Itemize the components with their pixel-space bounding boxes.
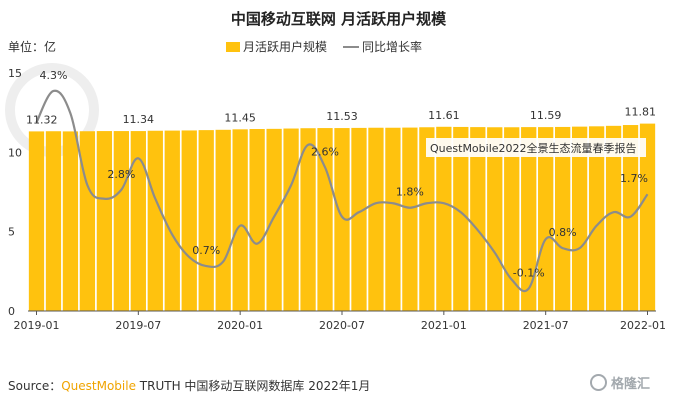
bar-value-label: 11.61 [428, 109, 460, 122]
chart-title: 中国移动互联网 月活跃用户规模 [230, 10, 447, 28]
source-brand: QuestMobile [61, 379, 136, 393]
bar [62, 131, 79, 311]
bar [181, 130, 197, 311]
unit-label: 单位：亿 [8, 40, 57, 54]
bar [28, 131, 45, 311]
y-tick-label: 15 [8, 67, 22, 80]
bar [215, 129, 231, 311]
line-value-label: 2.6% [311, 145, 339, 158]
line-value-label: 1.8% [396, 186, 424, 199]
annotation-text: QuestMobile2022全景生态流量春季报告 [430, 141, 637, 155]
bar [385, 127, 401, 312]
bar [113, 131, 129, 311]
line-series [35, 89, 649, 293]
bar [368, 127, 384, 312]
line-value-label: -0.1% [513, 267, 545, 280]
bar-series [28, 123, 656, 312]
bar-value-label: 11.53 [326, 110, 358, 123]
bar [45, 131, 62, 311]
bar [419, 127, 435, 311]
line-value-label: 2.8% [107, 168, 135, 181]
x-tick-label: 2020-01 [217, 319, 263, 332]
line-value-label: 4.3% [39, 69, 67, 82]
bar [266, 128, 282, 311]
x-tick-label: 2022-01 [620, 319, 666, 332]
data-labels: 11.32 11.34 11.45 11.53 11.61 11.59 11.81 4.3% 2… [26, 69, 656, 280]
brand-logo: 格隆汇 [590, 373, 650, 392]
bar [402, 127, 418, 311]
bar-value-label: 11.32 [26, 113, 58, 126]
legend-line-swatch [343, 46, 360, 48]
x-tick-label: 2019-01 [14, 319, 60, 332]
growth-line [35, 89, 649, 293]
bar [249, 129, 265, 311]
legend-bar-label: 月活跃用户规模 [243, 40, 328, 54]
bar [521, 127, 537, 311]
logo-icon [590, 374, 607, 391]
bar-value-label: 11.81 [625, 106, 657, 119]
line-value-label: 0.7% [192, 244, 220, 257]
bar [605, 125, 622, 311]
bar [571, 126, 588, 311]
annotation-box: QuestMobile2022全景生态流量春季报告 [426, 138, 646, 157]
bar [470, 127, 486, 311]
x-tick-label: 2020-07 [319, 319, 365, 332]
bar-value-label: 11.34 [123, 113, 155, 126]
bar [453, 126, 469, 311]
x-tick-label: 2019-07 [115, 319, 161, 332]
axes: 0 5 10 15 2019-01 2019-07 2020-01 2020-07 2021-0… [8, 67, 666, 332]
bar [622, 125, 639, 311]
legend: 月活跃用户规模 同比增长率 [226, 38, 422, 55]
bar [555, 126, 571, 311]
bar [96, 131, 113, 311]
legend-bar-swatch [226, 42, 240, 52]
source-rest: TRUTH 中国移动互联网数据库 2022年1月 [135, 379, 371, 393]
source-prefix: Source： [8, 379, 62, 393]
bar [147, 130, 163, 311]
source-note: Source：QuestMobile TRUTH 中国移动互联网数据库 2022… [8, 377, 370, 394]
y-tick-label: 5 [8, 226, 15, 239]
logo-text: 格隆汇 [611, 377, 651, 392]
bar [334, 128, 350, 311]
bar [351, 127, 367, 312]
bar [198, 130, 214, 311]
line-value-label: 1.7% [620, 172, 648, 185]
bar [538, 127, 554, 311]
bar [79, 131, 96, 311]
bar [130, 131, 146, 311]
bar [639, 123, 656, 311]
bar [504, 127, 520, 311]
x-tick-label: 2021-01 [421, 319, 467, 332]
bar [283, 128, 299, 311]
annotation-background [426, 138, 646, 157]
bar [317, 128, 333, 311]
bar [300, 128, 316, 311]
x-tick-label: 2021-07 [523, 319, 569, 332]
bar [487, 127, 503, 311]
bar-value-label: 11.45 [224, 111, 256, 124]
bar [436, 126, 452, 311]
line-value-label: 0.8% [549, 226, 577, 239]
legend-line-label: 同比增长率 [362, 40, 423, 54]
bar [232, 129, 248, 311]
bar [588, 126, 605, 311]
bar-value-label: 11.59 [530, 109, 562, 122]
y-tick-label: 0 [8, 305, 15, 318]
bar [164, 130, 180, 311]
y-tick-label: 10 [8, 146, 22, 159]
